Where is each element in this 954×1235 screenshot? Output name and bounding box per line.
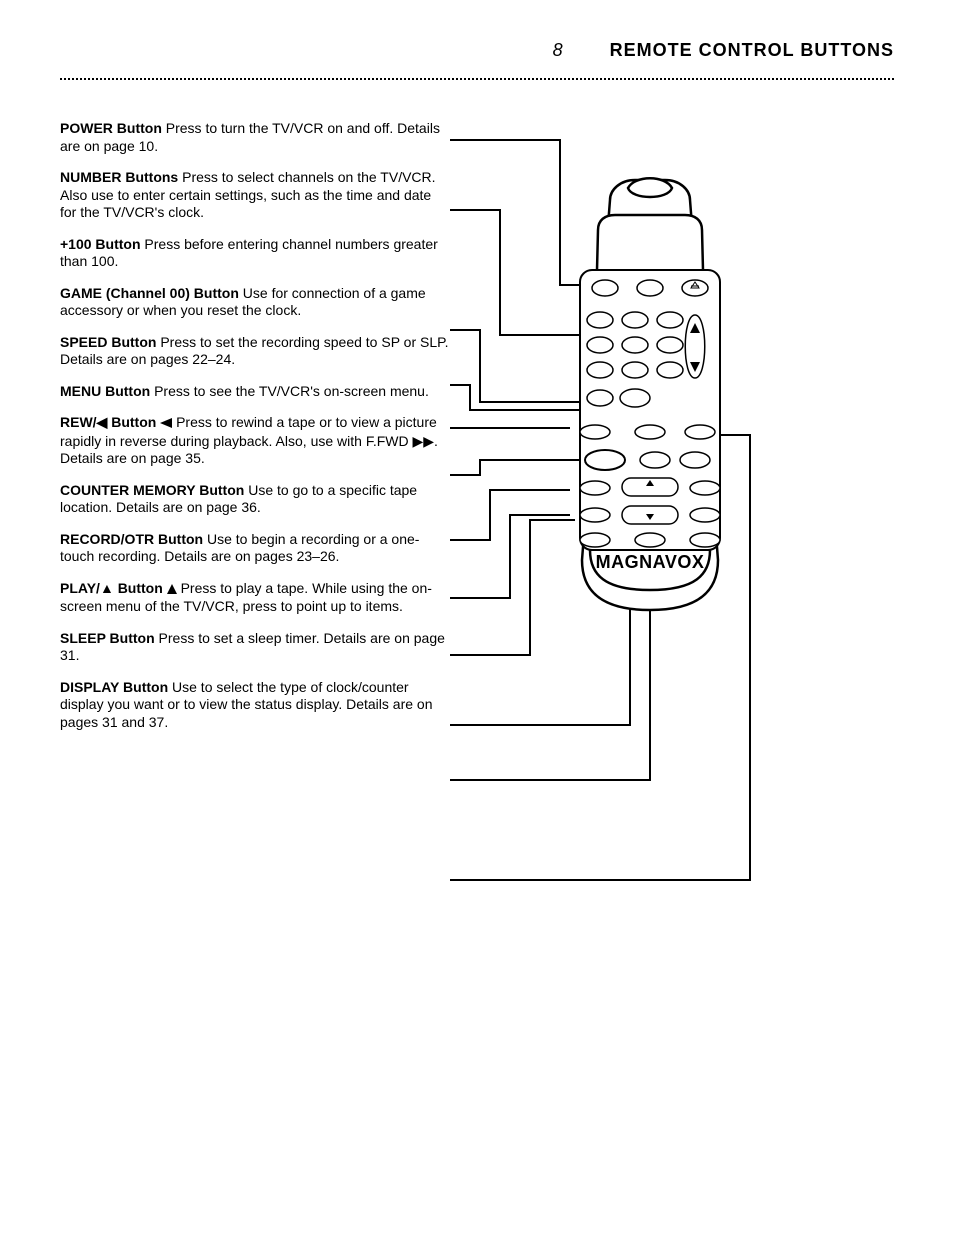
remote-diagram: MAGNAVOX [450, 120, 900, 940]
entry-lead: SLEEP Button [60, 630, 155, 646]
entry-record: RECORD/OTR Button Use to begin a recordi… [60, 531, 450, 566]
entry-plus100: +100 Button Press before entering channe… [60, 236, 450, 271]
entries: POWER Button Press to turn the TV/VCR on… [60, 120, 450, 745]
entry-lead: PLAY/▲ Button [60, 580, 181, 596]
entry-menu: MENU Button Press to see the TV/VCR's on… [60, 383, 450, 401]
play-up-icon [167, 581, 177, 599]
entry-counter: COUNTER MEMORY Button Use to go to a spe… [60, 482, 450, 517]
brand-label: MAGNAVOX [596, 552, 705, 572]
entry-number: NUMBER Buttons Press to select channels … [60, 169, 450, 222]
entry-lead: GAME (Channel 00) Button [60, 285, 239, 301]
entry-body: Press to see the TV/VCR's on-screen menu… [154, 383, 429, 399]
entry-lead: MENU Button [60, 383, 150, 399]
entry-power: POWER Button Press to turn the TV/VCR on… [60, 120, 450, 155]
entry-lead: REW/◀ Button [60, 414, 176, 430]
entry-lead: COUNTER MEMORY Button [60, 482, 244, 498]
entry-rew: REW/◀ Button Press to rewind a tape or t… [60, 414, 450, 468]
page: 8 REMOTE CONTROL BUTTONS POWER Button Pr… [0, 0, 954, 1235]
entry-lead: NUMBER Buttons [60, 169, 178, 185]
entry-lead: RECORD/OTR Button [60, 531, 203, 547]
header-title: REMOTE CONTROL BUTTONS [610, 40, 894, 60]
entry-lead: POWER Button [60, 120, 162, 136]
page-header: 8 REMOTE CONTROL BUTTONS [60, 40, 894, 61]
page-number: 8 [553, 40, 564, 60]
entry-game: GAME (Channel 00) Button Use for connect… [60, 285, 450, 320]
entry-play: PLAY/▲ Button Press to play a tape. Whil… [60, 580, 450, 616]
rewind-icon [160, 415, 172, 433]
entry-lead: SPEED Button [60, 334, 156, 350]
entry-lead: +100 Button [60, 236, 141, 252]
dotted-rule [60, 78, 894, 80]
entry-display: DISPLAY Button Use to select the type of… [60, 679, 450, 732]
entry-lead: DISPLAY Button [60, 679, 168, 695]
entry-sleep: SLEEP Button Press to set a sleep timer.… [60, 630, 450, 665]
entry-speed: SPEED Button Press to set the recording … [60, 334, 450, 369]
